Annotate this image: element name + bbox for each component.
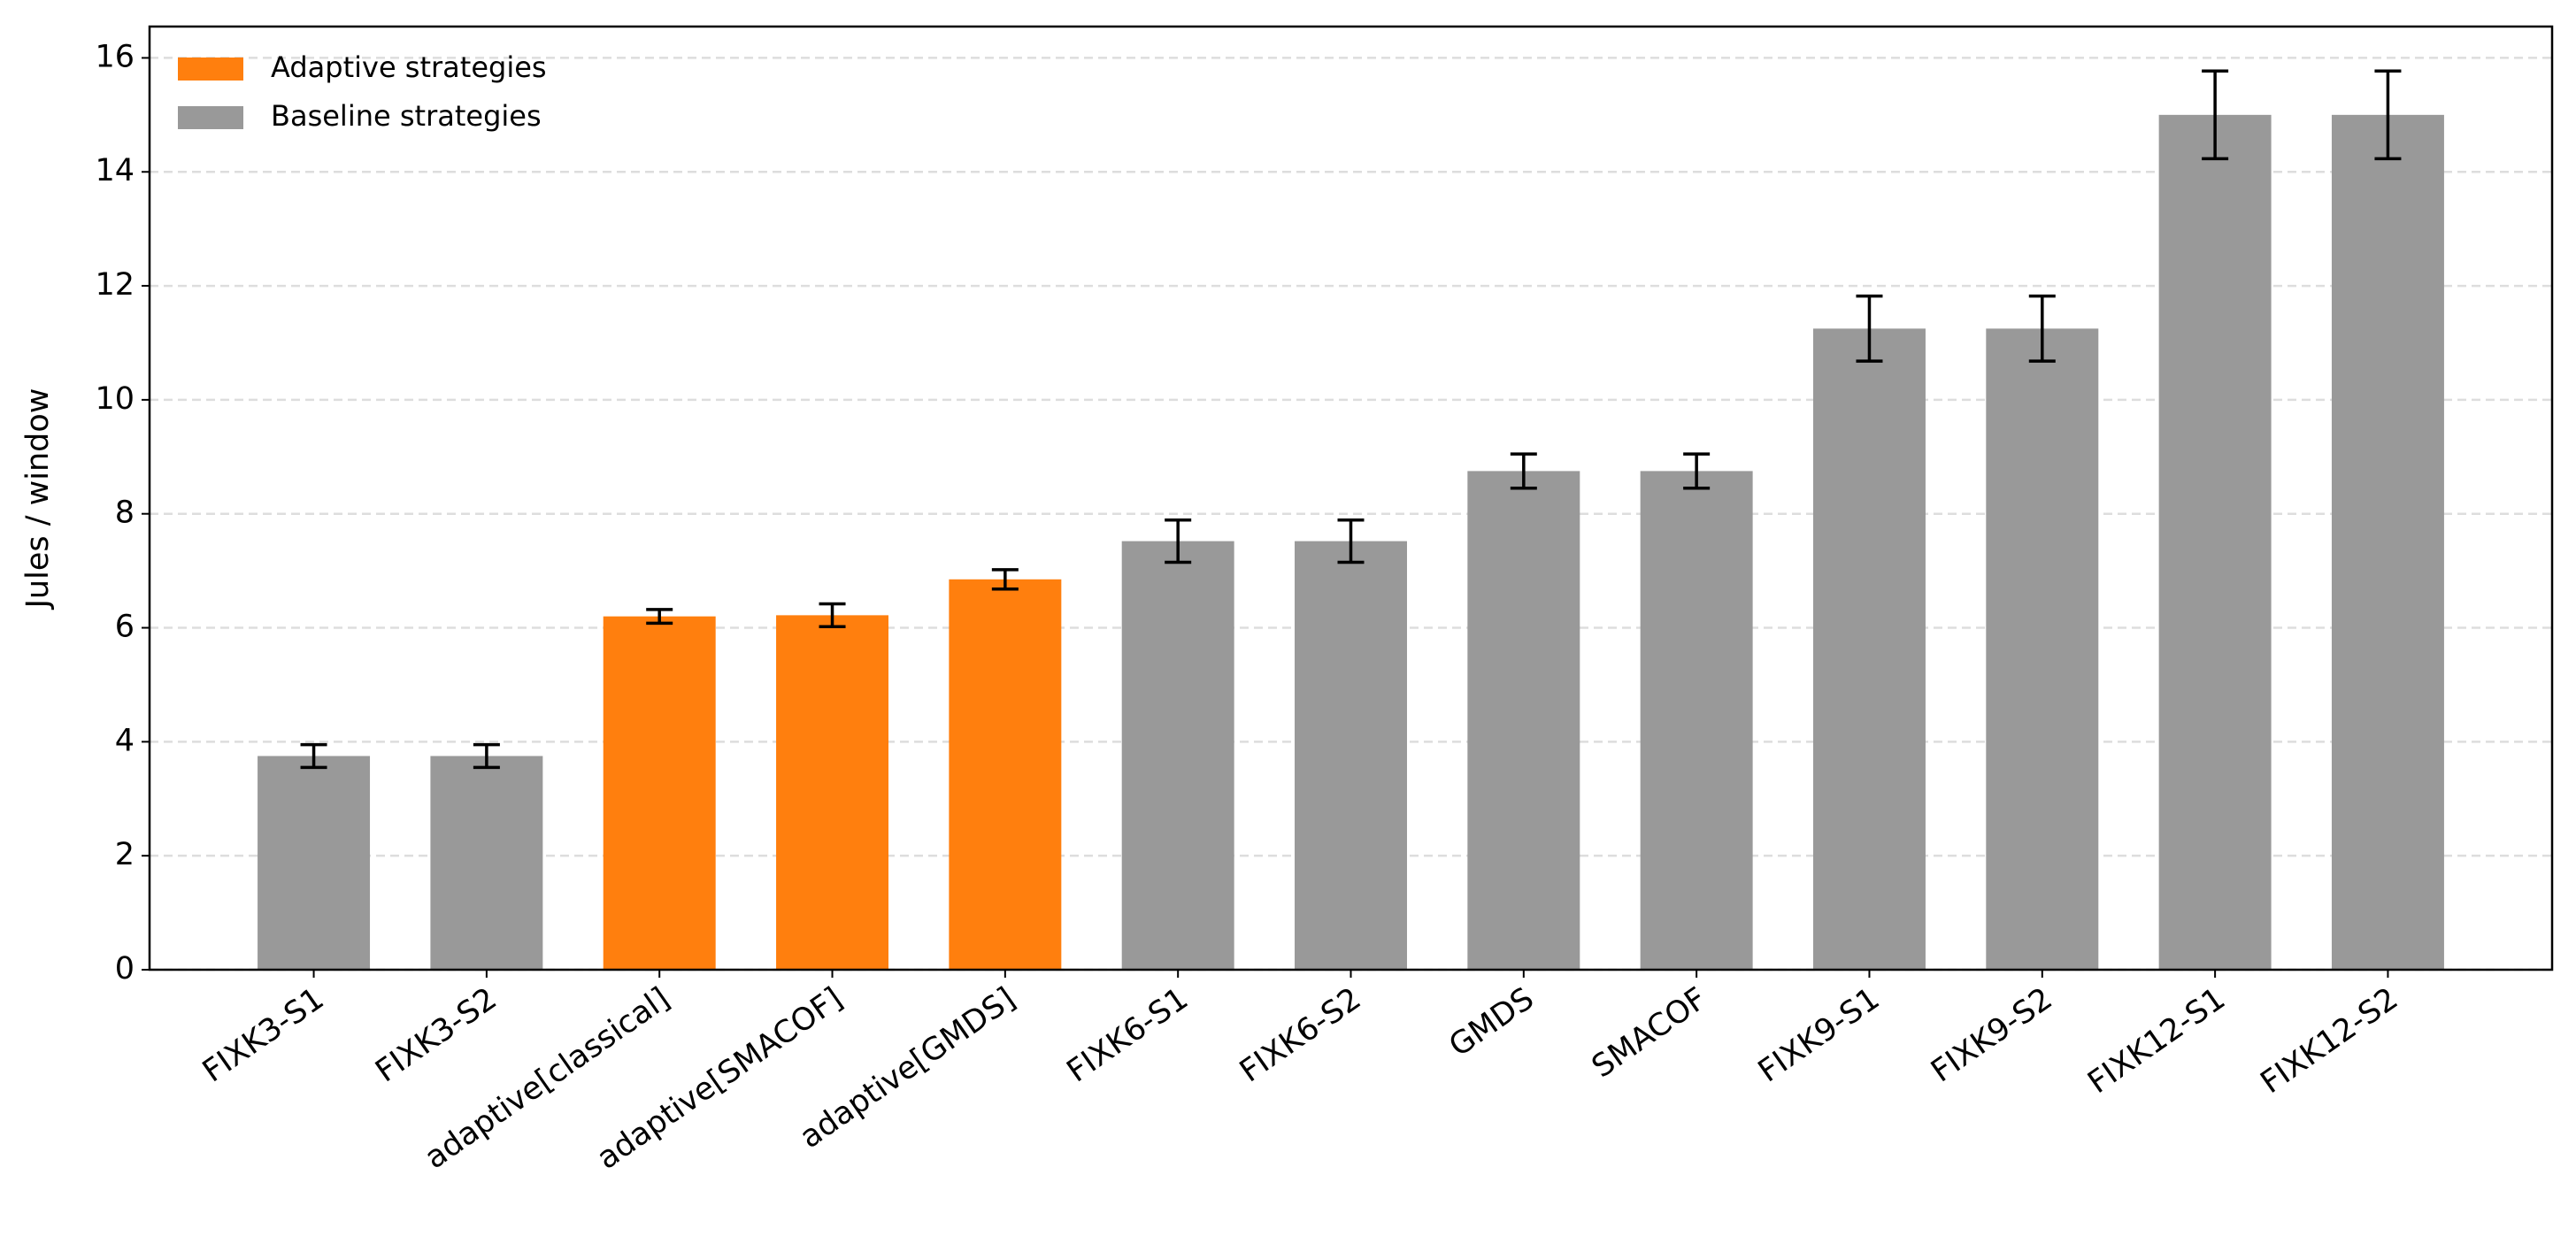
y-tick-label: 16 [95, 39, 135, 74]
bar [603, 616, 716, 970]
y-tick-label: 12 [95, 267, 135, 303]
bar [430, 756, 543, 970]
error-bar [1337, 518, 1365, 564]
x-tick-label: FIXK3-S2 [369, 981, 503, 1090]
legend-swatch [178, 58, 243, 81]
x-tick-label: FIXK6-S2 [1234, 981, 1367, 1090]
y-tick-label: 14 [95, 153, 135, 188]
x-tick-label: SMACOF [1586, 981, 1713, 1086]
error-bar [1683, 452, 1711, 490]
x-tick-label: GMDS [1443, 981, 1541, 1064]
y-tick-label: 4 [115, 723, 135, 758]
x-tick-label: FIXK9-S2 [1925, 981, 2058, 1090]
bar [1295, 541, 1407, 970]
bar [1121, 541, 1234, 970]
y-tick-label: 10 [95, 381, 135, 417]
y-tick-label: 8 [115, 495, 135, 531]
y-tick-label: 6 [115, 610, 135, 645]
x-tick-label: FIXK3-S1 [196, 981, 330, 1090]
error-bar [473, 742, 500, 770]
error-bar [1165, 518, 1192, 564]
error-bar [646, 608, 673, 626]
x-tick-label: FIXK12-S2 [2255, 981, 2405, 1101]
bar [1467, 471, 1580, 970]
plot-frame [148, 25, 2554, 971]
y-tick-label: 2 [115, 837, 135, 872]
bar [1986, 328, 2099, 970]
error-bar [1510, 452, 1537, 490]
error-bar [991, 568, 1019, 591]
error-bar [819, 602, 846, 628]
legend-label: Baseline strategies [271, 99, 542, 133]
x-tick-label: FIXK9-S1 [1752, 981, 1886, 1090]
error-bar [300, 742, 327, 770]
bar [1640, 471, 1753, 970]
error-bar [2202, 69, 2229, 161]
bar [1812, 328, 1926, 970]
bar [258, 756, 371, 970]
error-bar [2028, 294, 2056, 363]
legend-label: Adaptive strategies [271, 50, 547, 84]
y-axis-label: Jules / window [20, 388, 56, 610]
error-bar [2374, 69, 2402, 161]
bar [2331, 114, 2444, 970]
error-bar [1856, 294, 1883, 363]
y-tick-label: 0 [115, 951, 135, 987]
x-tick-label: FIXK12-S1 [2081, 981, 2232, 1101]
legend-swatch [178, 106, 243, 129]
bar [949, 579, 1062, 970]
bar [2158, 114, 2272, 970]
bar [776, 615, 889, 970]
x-tick-label: FIXK6-S1 [1061, 981, 1195, 1090]
